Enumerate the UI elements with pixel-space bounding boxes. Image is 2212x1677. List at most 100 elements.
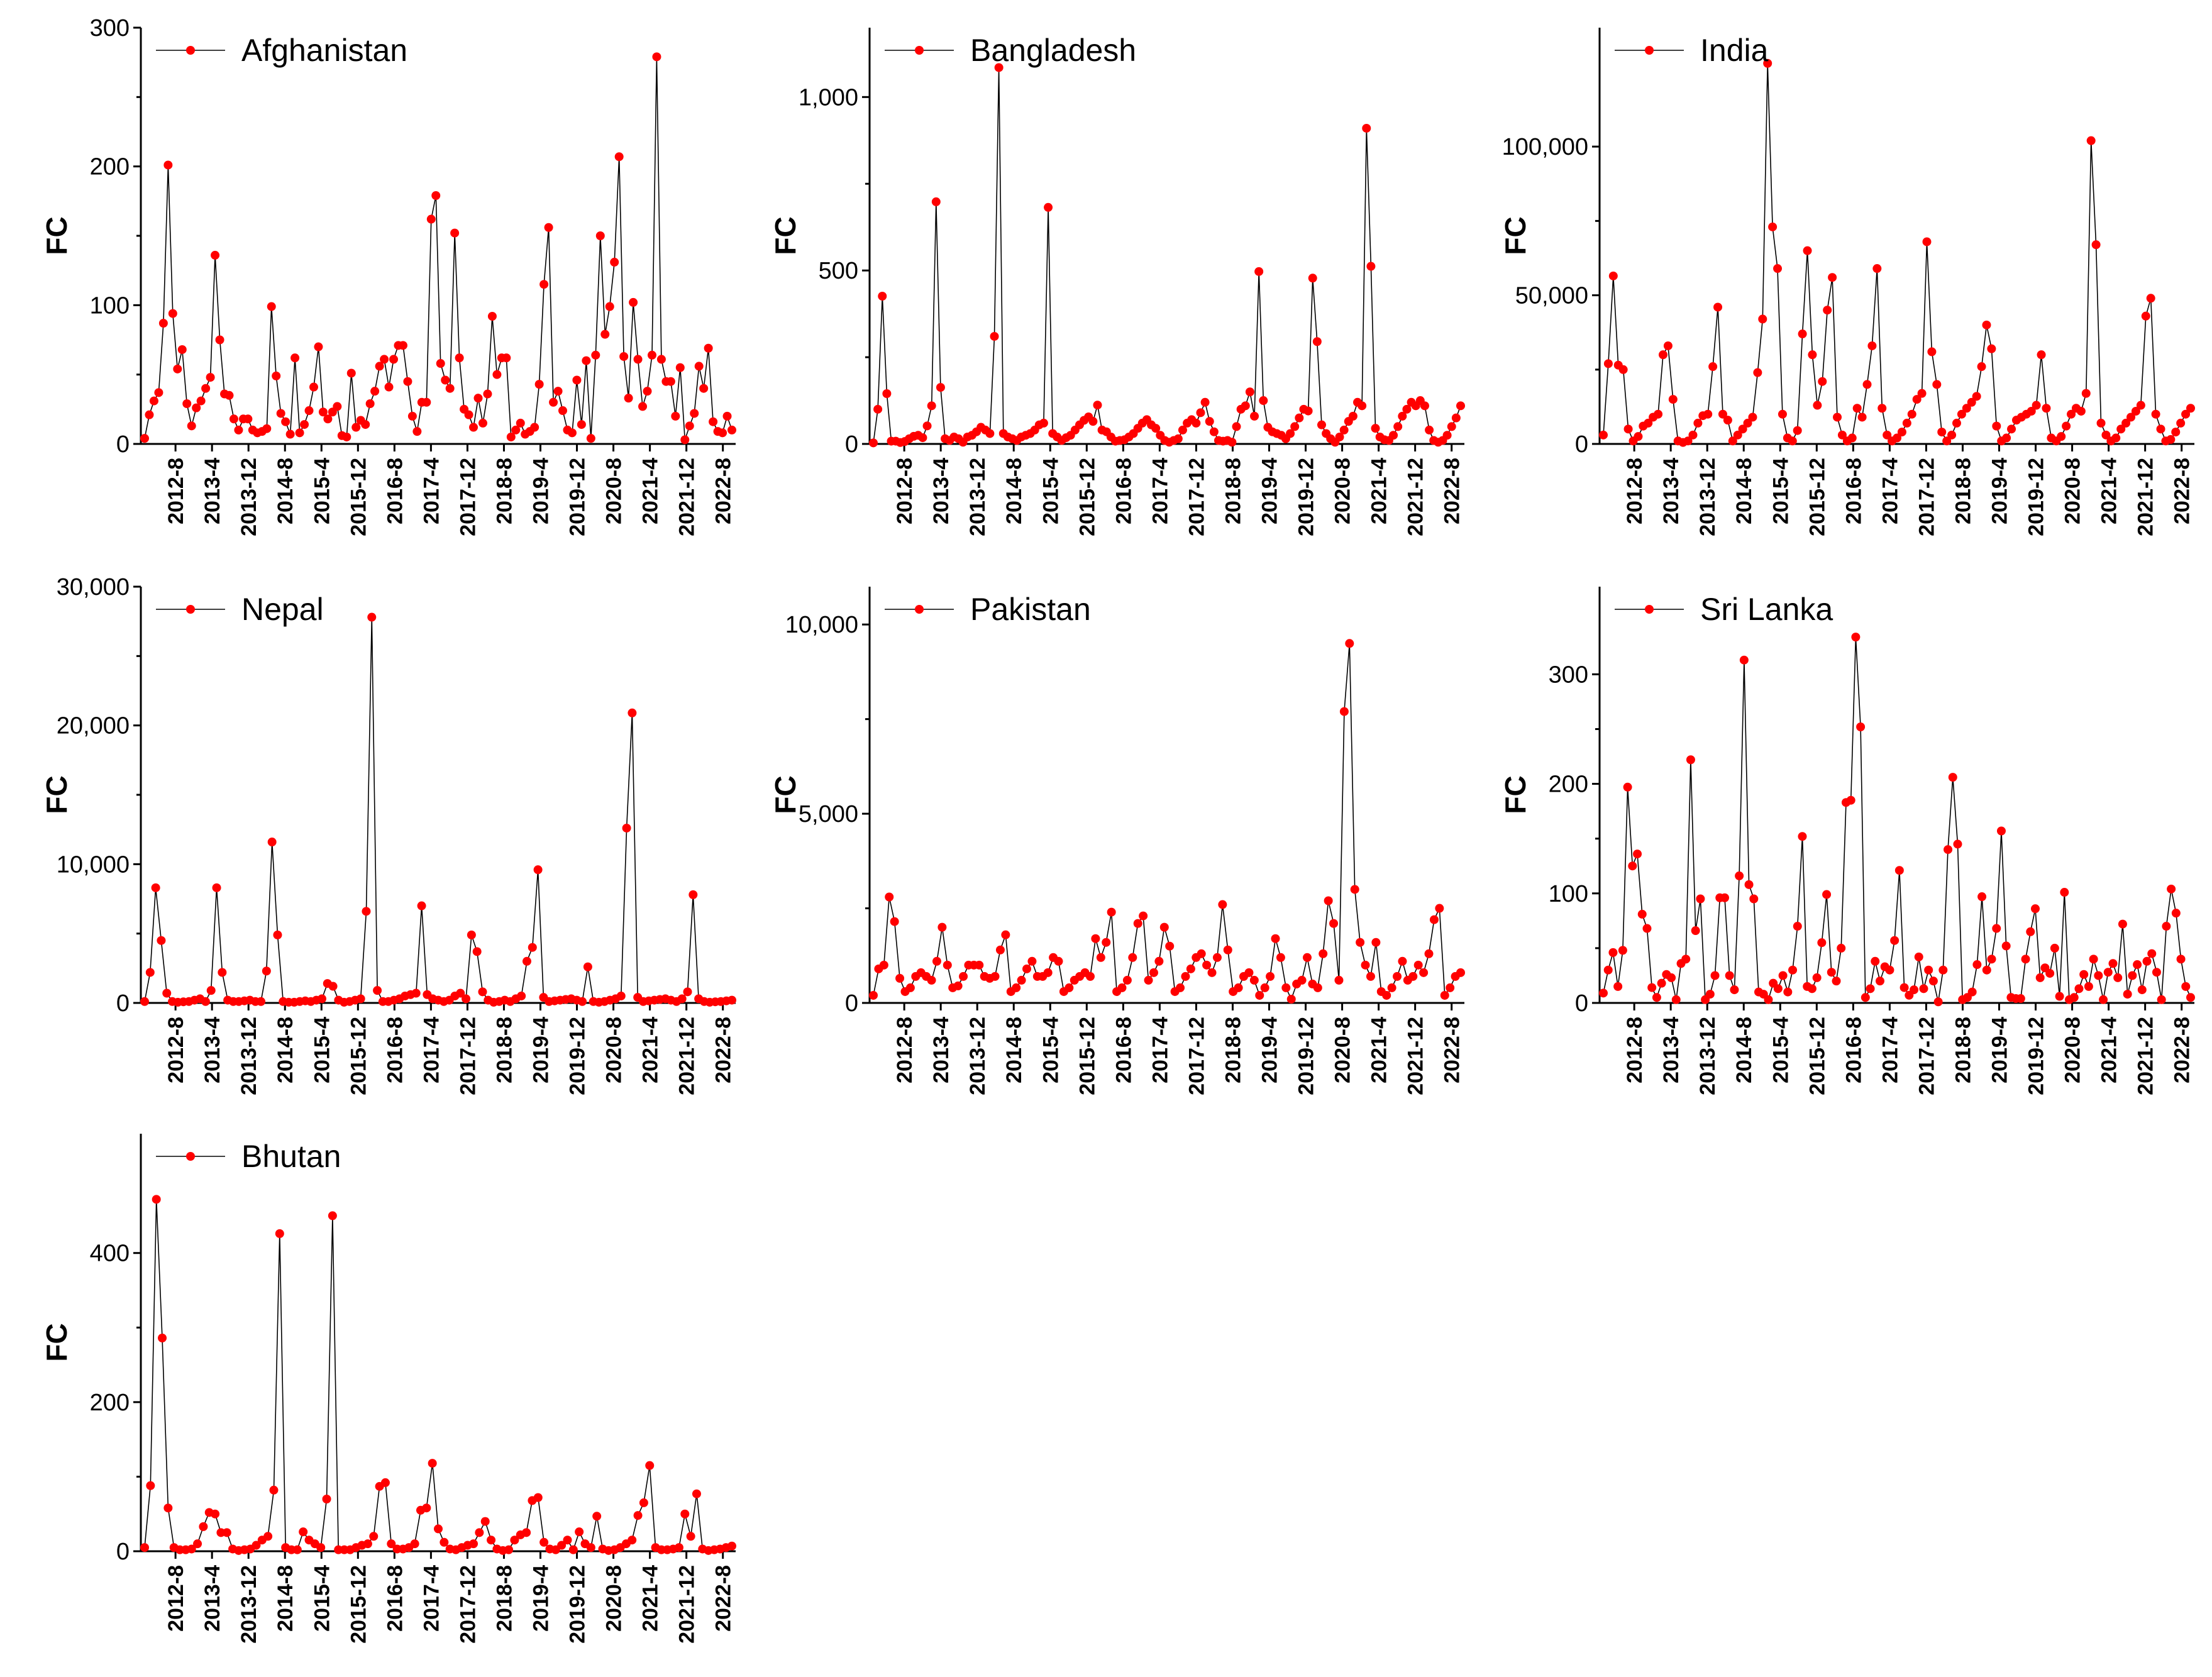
sri-lanka-data-point [2133,960,2142,970]
nepal-data-point [328,982,338,991]
india-data-point [2151,409,2160,419]
bangladesh-x-tick-label: 2019-12 [1295,458,1319,536]
bangladesh-data-point [985,429,995,438]
afghanistan-panel: 0 100 200 300 FC 2012-8 2013-4 2013-12 2014-8 201… [40,15,736,536]
bangladesh-data-point [1259,396,1268,406]
afghanistan-data-point [553,387,563,396]
bhutan-x-tick-label: 2014-8 [274,1565,297,1632]
india-data-point [2076,406,2086,416]
pakistan-data-point [1408,971,1418,981]
bhutan-data-point [316,1543,326,1552]
afghanistan-data-point [412,427,422,436]
sri-lanka-data-point [1735,871,1744,880]
nepal-x-tick-label: 2015-4 [310,1017,334,1083]
bhutan-data-point [193,1539,202,1549]
afghanistan-data-point [539,280,549,289]
bhutan-data-point [727,1541,736,1551]
pakistan-data-point [1139,911,1148,921]
india-data-point [1748,412,1757,422]
india-data-point [2186,404,2195,413]
nepal-y-axis-label: FC [40,775,73,814]
bhutan-data-point [328,1211,337,1220]
pakistan-x-tick-label: 2021-4 [1368,1017,1391,1083]
india-data-point [1828,273,1837,282]
nepal-data-point [578,997,587,1006]
bhutan-data-point [163,1503,173,1513]
afghanistan-data-point [182,399,192,409]
bhutan-y-tick-label: 400 [90,1241,130,1267]
afghanistan-x-tick-label: 2017-4 [419,458,443,524]
sri-lanka-data-point [1919,984,1928,993]
sri-lanka-data-point [1910,985,1919,995]
afghanistan-data-point [633,355,643,364]
pakistan-data-point [1302,953,1312,962]
nepal-x-tick-label: 2014-8 [274,1017,297,1083]
india-data-point [1654,409,1663,419]
afghanistan-data-point [656,355,666,364]
bangladesh-data-point [1205,417,1214,426]
india-data-point [2032,401,2041,410]
nepal-data-point [727,995,736,1005]
bangladesh-data-point [936,383,945,392]
afghanistan-data-point [295,428,304,438]
bangladesh-data-point [1173,434,1183,443]
pakistan-data-point [1107,907,1116,917]
afghanistan-x-tick-label: 2019-4 [529,458,553,524]
afghanistan-data-point [722,411,732,421]
afghanistan-data-point [351,423,361,432]
india-legend-marker [1645,46,1654,55]
bhutan-data-point [686,1532,695,1541]
bhutan-data-point [504,1545,514,1554]
india-data-point [1932,380,1942,389]
sri-lanka-data-point [2152,968,2161,977]
afghanistan-legend-label: Afghanistan [241,33,407,68]
sri-lanka-data-point [2030,904,2040,914]
bhutan-x-tick-label: 2020-8 [602,1565,626,1632]
bangladesh-data-point [1398,411,1407,421]
afghanistan-data-point [145,410,154,419]
sri-lanka-data-point [2167,884,2176,894]
afghanistan-data-point [450,228,460,238]
india-data-point [1907,409,1916,419]
india-series-line [1603,63,2191,443]
afghanistan-x-tick-label: 2015-4 [310,458,334,524]
afghanistan-x-tick-label: 2020-8 [602,458,626,524]
sri-lanka-y-tick-label: 0 [1575,990,1588,1017]
sri-lanka-data-point [2001,941,2011,951]
sri-lanka-data-point [2181,982,2191,991]
pakistan-data-point [1339,707,1349,716]
bangladesh-data-point [1442,431,1452,440]
afghanistan-data-point [709,417,718,426]
afghanistan-data-point [285,429,295,439]
nepal-y-tick-label: 20,000 [57,713,130,739]
india-data-point [1977,362,1986,372]
afghanistan-x-tick-label: 2013-4 [201,458,224,524]
bhutan-x-tick-label: 2018-8 [492,1565,516,1632]
sri-lanka-x-tick-label: 2016-8 [1842,1017,1866,1083]
india-data-point [1703,409,1713,419]
pakistan-data-point [995,945,1005,955]
sri-lanka-data-point [1637,909,1647,919]
sri-lanka-x-tick-label: 2014-8 [1732,1017,1756,1083]
afghanistan-data-point [154,388,163,397]
bangladesh-data-point [1254,267,1264,276]
india-data-point [1912,395,1922,404]
pakistan-x-tick-label: 2016-8 [1112,1017,1136,1083]
india-data-point [1952,418,1961,428]
afghanistan-x-tick-label: 2015-12 [346,458,370,536]
afghanistan-data-point [422,397,431,407]
nepal-y-tick-label: 10,000 [57,851,130,878]
bhutan-data-point [158,1333,167,1342]
afghanistan-data-point [281,417,290,426]
pakistan-x-tick-label: 2020-8 [1331,1017,1355,1083]
pakistan-data-point [1117,983,1127,992]
nepal-data-point [411,988,421,998]
sri-lanka-x-tick-label: 2013-12 [1696,1017,1720,1095]
pakistan-data-point [1398,956,1407,966]
pakistan-data-point [1366,971,1375,981]
sri-lanka-data-point [1788,965,1798,975]
sri-lanka-x-tick-label: 2012-8 [1623,1017,1647,1083]
india-y-tick-label: 0 [1575,431,1588,458]
india-data-point [1917,389,1927,398]
sri-lanka-data-point [1856,722,1866,731]
